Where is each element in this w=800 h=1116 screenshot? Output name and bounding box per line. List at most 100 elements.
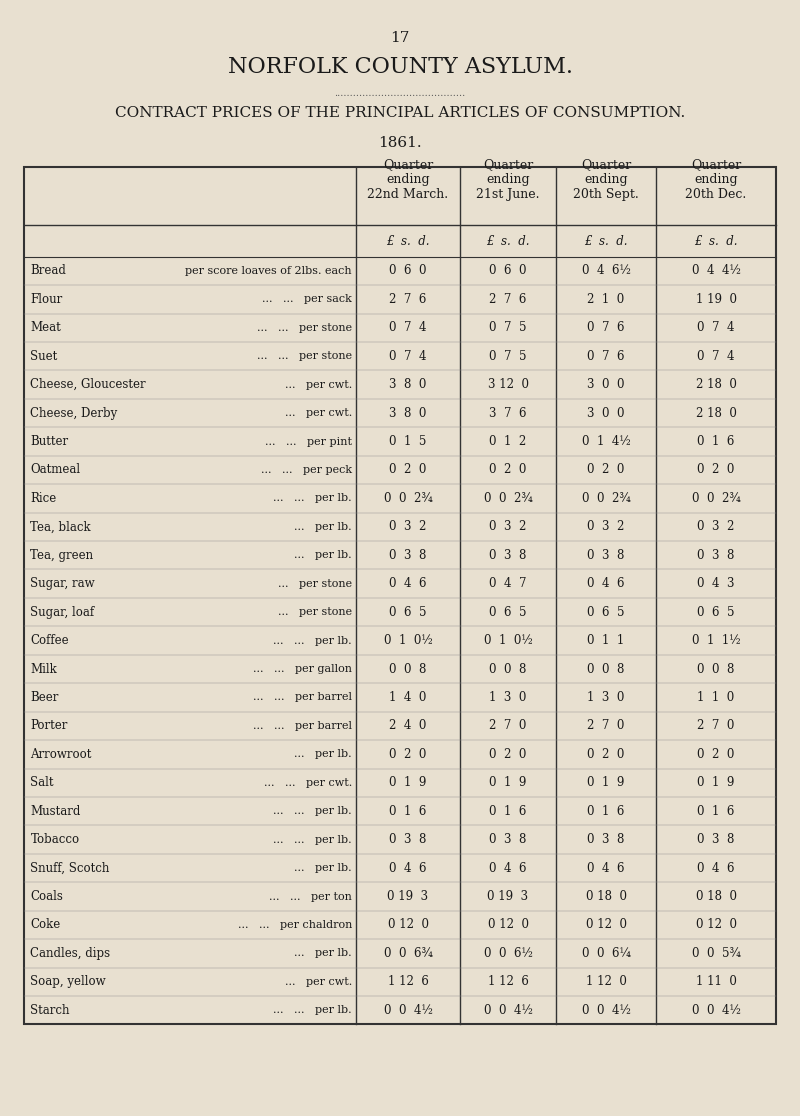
Text: ...   per lb.: ... per lb. [294, 863, 352, 873]
Text: 0  0  8: 0 0 8 [587, 663, 625, 675]
Text: 0  0  5¾: 0 0 5¾ [691, 946, 741, 960]
Text: Bread: Bread [30, 264, 66, 278]
Text: 0  7  4: 0 7 4 [698, 321, 734, 335]
Text: 0  0  2¾: 0 0 2¾ [692, 492, 740, 504]
Text: Butter: Butter [30, 435, 69, 448]
Text: Tea, green: Tea, green [30, 549, 94, 561]
Text: 3  8  0: 3 8 0 [390, 406, 426, 420]
Text: Porter: Porter [30, 720, 68, 732]
Text: ...   ...   per lb.: ... ... per lb. [274, 806, 352, 816]
Text: 0  4  6½: 0 4 6½ [582, 264, 630, 278]
Text: ...   per cwt.: ... per cwt. [285, 379, 352, 389]
Text: 0  0  8: 0 0 8 [698, 663, 734, 675]
Text: 3  7  6: 3 7 6 [490, 406, 526, 420]
Text: 0  7  4: 0 7 4 [698, 349, 734, 363]
Text: 0  7  6: 0 7 6 [587, 349, 625, 363]
Text: 3  8  0: 3 8 0 [390, 378, 426, 391]
Text: 0  1  5: 0 1 5 [390, 435, 426, 448]
Text: 0  0  6¼: 0 0 6¼ [582, 946, 630, 960]
Text: ...   per lb.: ... per lb. [294, 522, 352, 532]
Text: ...   ...   per lb.: ... ... per lb. [274, 493, 352, 503]
Text: 1 12  6: 1 12 6 [487, 975, 529, 989]
Text: Coals: Coals [30, 891, 63, 903]
Text: 3 12  0: 3 12 0 [487, 378, 529, 391]
Text: 1  3  0: 1 3 0 [587, 691, 625, 704]
Text: 0  1  9: 0 1 9 [390, 777, 426, 789]
Text: 0  0  8: 0 0 8 [390, 663, 426, 675]
Text: Milk: Milk [30, 663, 57, 675]
Text: 0  0  6¾: 0 0 6¾ [383, 946, 433, 960]
Text: £  s.  d.: £ s. d. [694, 234, 738, 248]
Text: 0  7  6: 0 7 6 [587, 321, 625, 335]
Text: ...   ...   per lb.: ... ... per lb. [274, 636, 352, 645]
Text: £  s.  d.: £ s. d. [486, 234, 530, 248]
Text: 0  1  4½: 0 1 4½ [582, 435, 630, 448]
Text: 0  1  0½: 0 1 0½ [484, 634, 532, 647]
Text: 0 19  3: 0 19 3 [487, 891, 529, 903]
Text: 0  6  5: 0 6 5 [490, 606, 526, 618]
Text: 0  6  5: 0 6 5 [698, 606, 734, 618]
Text: 0  2  0: 0 2 0 [698, 463, 734, 477]
Text: ...   per lb.: ... per lb. [294, 749, 352, 759]
Text: 1  1  0: 1 1 0 [698, 691, 734, 704]
Text: Sugar, raw: Sugar, raw [30, 577, 95, 590]
Text: ...   ...   per lb.: ... ... per lb. [274, 835, 352, 845]
Text: Suet: Suet [30, 349, 58, 363]
Text: 2  4  0: 2 4 0 [390, 720, 426, 732]
Text: 0  3  8: 0 3 8 [390, 549, 426, 561]
Text: 3  0  0: 3 0 0 [587, 406, 625, 420]
Text: 1  3  0: 1 3 0 [490, 691, 526, 704]
Text: 1861.: 1861. [378, 136, 422, 151]
Text: 0  1  2: 0 1 2 [490, 435, 526, 448]
Text: ...   ...   per stone: ... ... per stone [257, 323, 352, 333]
Text: Starch: Starch [30, 1003, 70, 1017]
Text: 0  1  1: 0 1 1 [587, 634, 625, 647]
Text: 0  3  8: 0 3 8 [698, 549, 734, 561]
Text: 0  3  8: 0 3 8 [698, 834, 734, 846]
Text: Rice: Rice [30, 492, 57, 504]
Text: Flour: Flour [30, 292, 62, 306]
Text: 0  2  0: 0 2 0 [587, 463, 625, 477]
Text: ...   per cwt.: ... per cwt. [285, 408, 352, 418]
Text: Salt: Salt [30, 777, 54, 789]
Text: 0  3  8: 0 3 8 [587, 549, 625, 561]
Text: 2  7  0: 2 7 0 [490, 720, 526, 732]
Text: ...   ...   per gallon: ... ... per gallon [253, 664, 352, 674]
Text: ...   per stone: ... per stone [278, 579, 352, 589]
Text: ...   ...   per ton: ... ... per ton [269, 892, 352, 902]
Text: 0 18  0: 0 18 0 [586, 891, 626, 903]
Text: 0  0  4½: 0 0 4½ [582, 1003, 630, 1017]
Text: ...   per cwt.: ... per cwt. [285, 976, 352, 987]
Text: 0  2  0: 0 2 0 [490, 463, 526, 477]
Text: 0  2  0: 0 2 0 [390, 463, 426, 477]
Text: 0  3  2: 0 3 2 [587, 520, 625, 533]
Text: Quarter
ending
20th Sept.: Quarter ending 20th Sept. [573, 158, 639, 201]
Text: 0  2  0: 0 2 0 [698, 748, 734, 761]
Text: 0  2  0: 0 2 0 [587, 748, 625, 761]
Text: NORFOLK COUNTY ASYLUM.: NORFOLK COUNTY ASYLUM. [227, 56, 573, 78]
Text: per score loaves of 2lbs. each: per score loaves of 2lbs. each [186, 266, 352, 276]
Text: 2  1  0: 2 1 0 [587, 292, 625, 306]
Text: 0 12  0: 0 12 0 [695, 918, 737, 932]
Text: 0  0  2¾: 0 0 2¾ [384, 492, 432, 504]
Text: 0  7  5: 0 7 5 [490, 349, 526, 363]
Text: 3  0  0: 3 0 0 [587, 378, 625, 391]
Text: ...   ...   per chaldron: ... ... per chaldron [238, 920, 352, 930]
Text: ...   ...   per sack: ... ... per sack [262, 295, 352, 305]
Text: Quarter
ending
22nd March.: Quarter ending 22nd March. [367, 158, 449, 201]
Text: 1  4  0: 1 4 0 [390, 691, 426, 704]
Text: 0  0  4½: 0 0 4½ [483, 1003, 533, 1017]
Text: ...   ...   per stone: ... ... per stone [257, 352, 352, 362]
Text: 0  0  2¾: 0 0 2¾ [484, 492, 532, 504]
Text: ...   per lb.: ... per lb. [294, 949, 352, 959]
Text: Candles, dips: Candles, dips [30, 946, 110, 960]
Text: 0  6  0: 0 6 0 [390, 264, 426, 278]
Text: 0  4  4½: 0 4 4½ [691, 264, 741, 278]
Text: 2  7  6: 2 7 6 [490, 292, 526, 306]
Text: 0  3  2: 0 3 2 [490, 520, 526, 533]
Text: ...   per lb.: ... per lb. [294, 550, 352, 560]
Text: Tobacco: Tobacco [30, 834, 79, 846]
Text: 0  7  4: 0 7 4 [390, 321, 426, 335]
Text: 0  1  1½: 0 1 1½ [692, 634, 740, 647]
Text: Mustard: Mustard [30, 805, 81, 818]
